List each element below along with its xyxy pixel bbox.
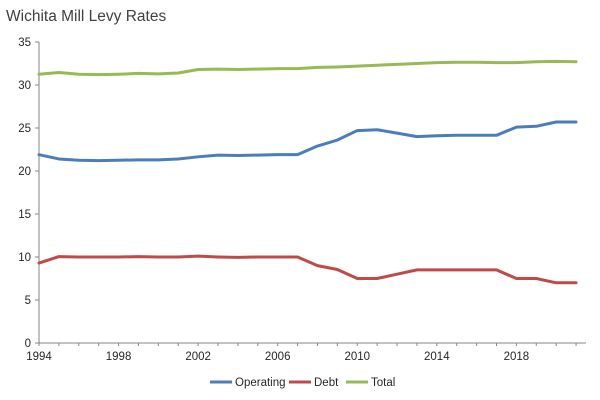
x-axis-ticks: 1994 1998 2002 2006 2010 2014 2018 bbox=[26, 343, 577, 363]
series-line-debt bbox=[37, 254, 578, 285]
x-tick-label: 1994 bbox=[26, 351, 52, 363]
y-tick-label: 5 bbox=[25, 295, 31, 307]
y-tick-label: 0 bbox=[25, 338, 31, 350]
y-axis-ticks: 0 5 10 15 20 25 30 35 bbox=[18, 37, 39, 350]
x-tick-label: 2014 bbox=[424, 351, 450, 363]
chart-title: Wichita Mill Levy Rates bbox=[6, 8, 167, 25]
legend: Operating Debt Total bbox=[210, 377, 395, 389]
x-tick-label: 2002 bbox=[185, 351, 211, 363]
x-tick-label: 2010 bbox=[344, 351, 370, 363]
series-line-total bbox=[37, 59, 578, 77]
y-tick-label: 10 bbox=[18, 252, 31, 264]
axes bbox=[38, 42, 586, 344]
legend-label-operating: Operating bbox=[235, 377, 286, 389]
y-tick-label: 20 bbox=[18, 166, 31, 178]
x-tick-label: 2006 bbox=[265, 351, 291, 363]
series-line-operating bbox=[37, 120, 578, 163]
legend-label-debt: Debt bbox=[314, 377, 339, 389]
series-lines bbox=[37, 59, 578, 285]
y-tick-label: 25 bbox=[18, 123, 31, 135]
y-tick-label: 35 bbox=[18, 37, 31, 49]
y-tick-label: 15 bbox=[18, 209, 31, 221]
x-tick-label: 1998 bbox=[106, 351, 132, 363]
x-tick-label: 2018 bbox=[504, 351, 530, 363]
legend-label-total: Total bbox=[371, 377, 395, 389]
y-tick-label: 30 bbox=[18, 80, 31, 92]
